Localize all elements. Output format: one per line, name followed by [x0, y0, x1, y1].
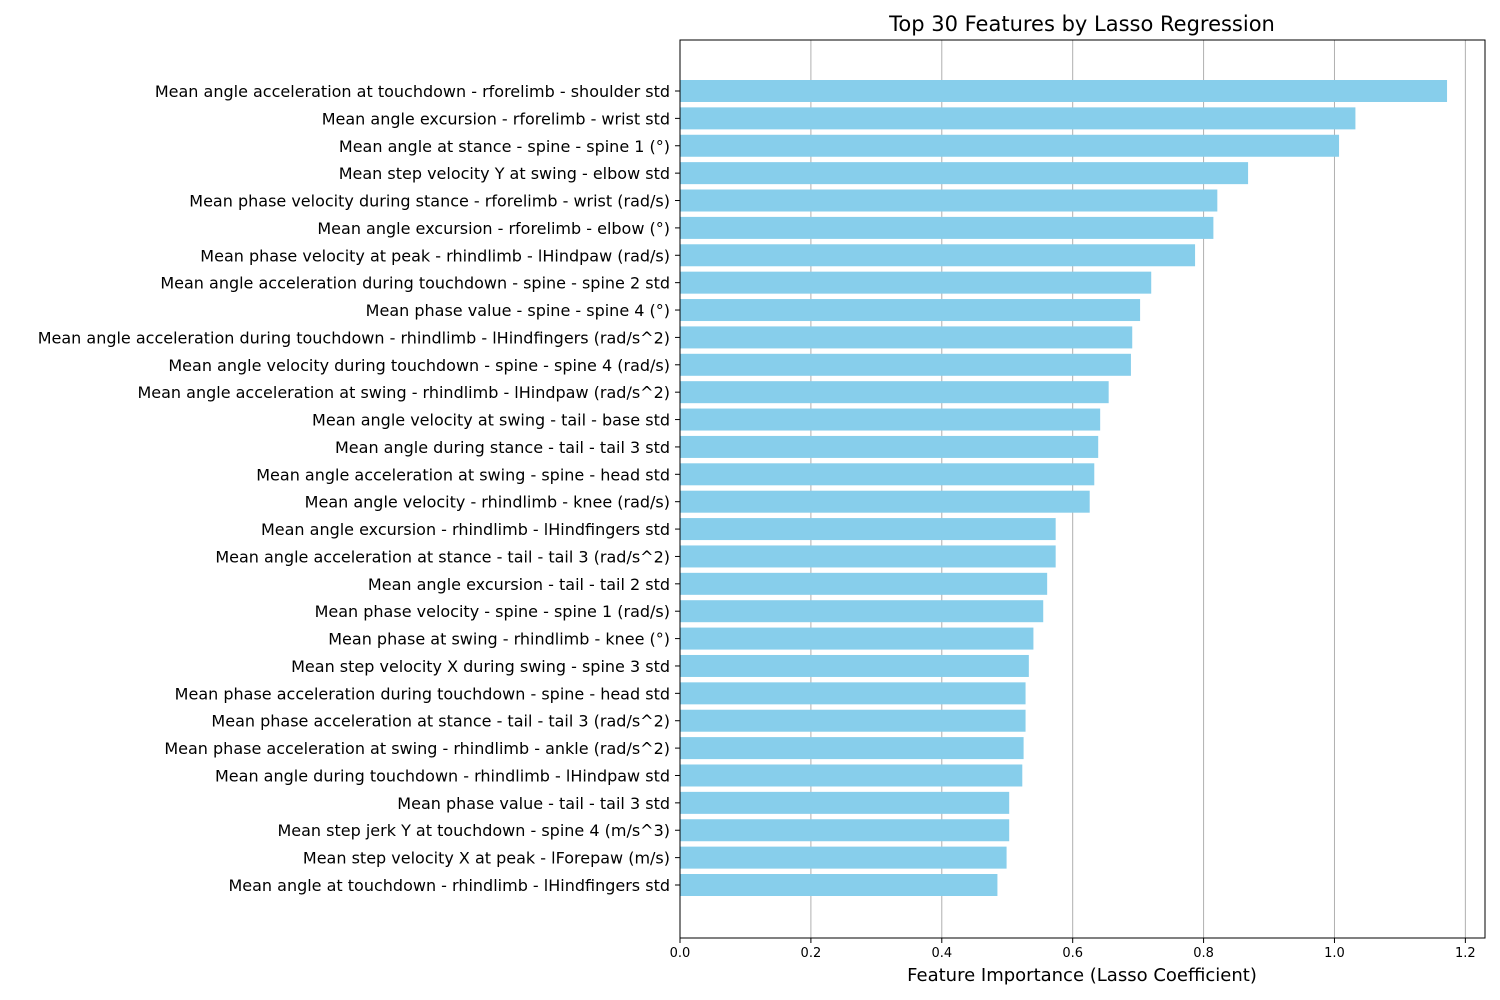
bar: [680, 737, 1024, 760]
y-tick-label: Mean step velocity X during swing - spin…: [291, 657, 670, 676]
bar: [680, 846, 1007, 869]
y-tick-label: Mean phase velocity during stance - rfor…: [189, 192, 670, 211]
bar: [680, 654, 1029, 677]
y-tick-label: Mean angle velocity at swing - tail - ba…: [312, 411, 670, 430]
x-tick-label: 1.2: [1455, 946, 1476, 961]
y-tick-label: Mean angle during touchdown - rhindlimb …: [215, 766, 670, 785]
y-tick-label: Mean phase value - spine - spine 4 (°): [366, 301, 670, 320]
y-tick-label: Mean step velocity X at peak - lForepaw …: [303, 849, 670, 868]
bar: [680, 518, 1056, 541]
plot-frame: [679, 39, 1486, 939]
y-tick-label: Mean angle excursion - rhindlimb - lHind…: [261, 520, 670, 539]
y-tick-label: Mean angle at stance - spine - spine 1 (…: [339, 137, 670, 156]
bar: [680, 819, 1010, 842]
y-tick-label: Mean angle excursion - rforelimb - wrist…: [322, 109, 670, 128]
y-tick-label: Mean angle acceleration during touchdown…: [38, 328, 670, 347]
bar: [680, 572, 1048, 595]
bar: [680, 874, 998, 896]
bar: [680, 764, 1023, 787]
bar: [680, 353, 1131, 376]
y-tick-label: Mean angle velocity - rhindlimb - knee (…: [305, 493, 670, 512]
y-tick-label: Mean angle acceleration at stance - tail…: [215, 547, 670, 566]
x-tick-label: 1.0: [1324, 946, 1345, 961]
bar: [680, 463, 1095, 486]
bar: [680, 326, 1133, 349]
bar: [680, 271, 1152, 294]
y-tick-label: Mean phase velocity at peak - rhindlimb …: [200, 246, 670, 265]
y-tick-label: Mean phase acceleration at stance - tail…: [211, 712, 670, 731]
y-tick-label: Mean angle acceleration at touchdown - r…: [155, 82, 670, 101]
x-axis-ticks: 0.0 0.2 0.4 0.6 0.8 1.0 1.2: [670, 938, 1476, 961]
bar: [680, 791, 1010, 814]
y-tick-label: Mean angle excursion - tail - tail 2 std: [368, 575, 670, 594]
x-tick-label: 0.0: [670, 946, 691, 961]
axes-frame: [679, 39, 1486, 939]
y-axis-ticks: Mean angle acceleration at touchdown - r…: [38, 82, 680, 895]
bar: [680, 162, 1249, 185]
bar: [680, 381, 1109, 404]
bar: [680, 600, 1044, 623]
y-tick-label: Mean phase acceleration during touchdown…: [175, 684, 670, 703]
y-tick-label: Mean step velocity Y at swing - elbow st…: [339, 164, 670, 183]
y-tick-label: Mean phase velocity - spine - spine 1 (r…: [315, 602, 670, 621]
y-tick-label: Mean phase at swing - rhindlimb - knee (…: [328, 630, 670, 649]
bar: [680, 682, 1026, 705]
bar: [680, 435, 1099, 458]
bar: [680, 134, 1340, 157]
bar: [680, 80, 1448, 102]
y-tick-label: Mean phase value - tail - tail 3 std: [397, 794, 670, 813]
bar: [680, 408, 1101, 431]
bar: [680, 216, 1214, 239]
bar: [680, 545, 1056, 568]
y-tick-label: Mean step jerk Y at touchdown - spine 4 …: [277, 821, 670, 840]
y-tick-label: Mean angle during stance - tail - tail 3…: [335, 438, 670, 457]
bars: [680, 80, 1448, 896]
bar: [680, 107, 1356, 130]
bar: [680, 299, 1141, 322]
bar: [680, 244, 1196, 267]
y-tick-label: Mean angle excursion - rforelimb - elbow…: [317, 219, 670, 238]
chart-title: Top 30 Features by Lasso Regression: [888, 12, 1275, 36]
y-tick-label: Mean phase acceleration at swing - rhind…: [164, 739, 670, 758]
y-tick-label: Mean angle acceleration during touchdown…: [160, 274, 670, 293]
y-tick-label: Mean angle at touchdown - rhindlimb - lH…: [228, 876, 670, 895]
bar: [680, 709, 1026, 732]
y-tick-label: Mean angle acceleration at swing - rhind…: [137, 383, 670, 402]
x-tick-label: 0.4: [931, 946, 952, 961]
bar: [680, 627, 1034, 650]
y-tick-label: Mean angle acceleration at swing - spine…: [256, 465, 670, 484]
x-axis-label: Feature Importance (Lasso Coefficient): [907, 965, 1257, 986]
y-tick-label: Mean angle velocity during touchdown - s…: [168, 356, 670, 375]
bar: [680, 490, 1090, 513]
bar: [680, 189, 1218, 212]
x-tick-label: 0.2: [801, 946, 822, 961]
x-tick-label: 0.8: [1193, 946, 1214, 961]
x-tick-label: 0.6: [1062, 946, 1083, 961]
